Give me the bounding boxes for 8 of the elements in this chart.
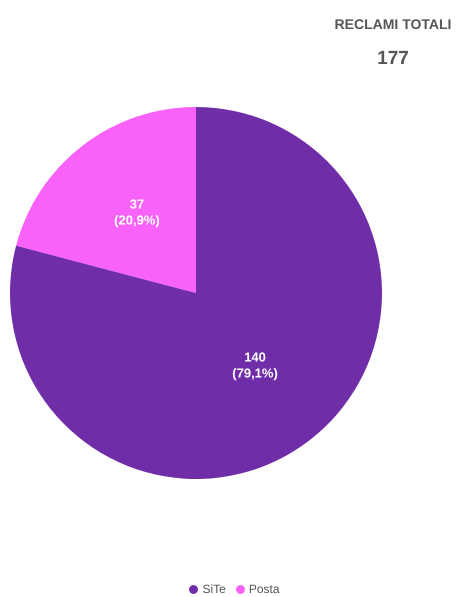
legend-label: Posta: [248, 582, 280, 596]
legend-label: SiTe: [201, 582, 226, 596]
pie-slice: [16, 107, 196, 293]
pie-slice: [10, 107, 382, 479]
text: RECLAMI TOTALI: [334, 16, 452, 32]
text: 177: [376, 48, 410, 70]
data-label: 140 (79,1%): [232, 350, 278, 381]
data-label: 37 (20,9%): [114, 196, 160, 228]
